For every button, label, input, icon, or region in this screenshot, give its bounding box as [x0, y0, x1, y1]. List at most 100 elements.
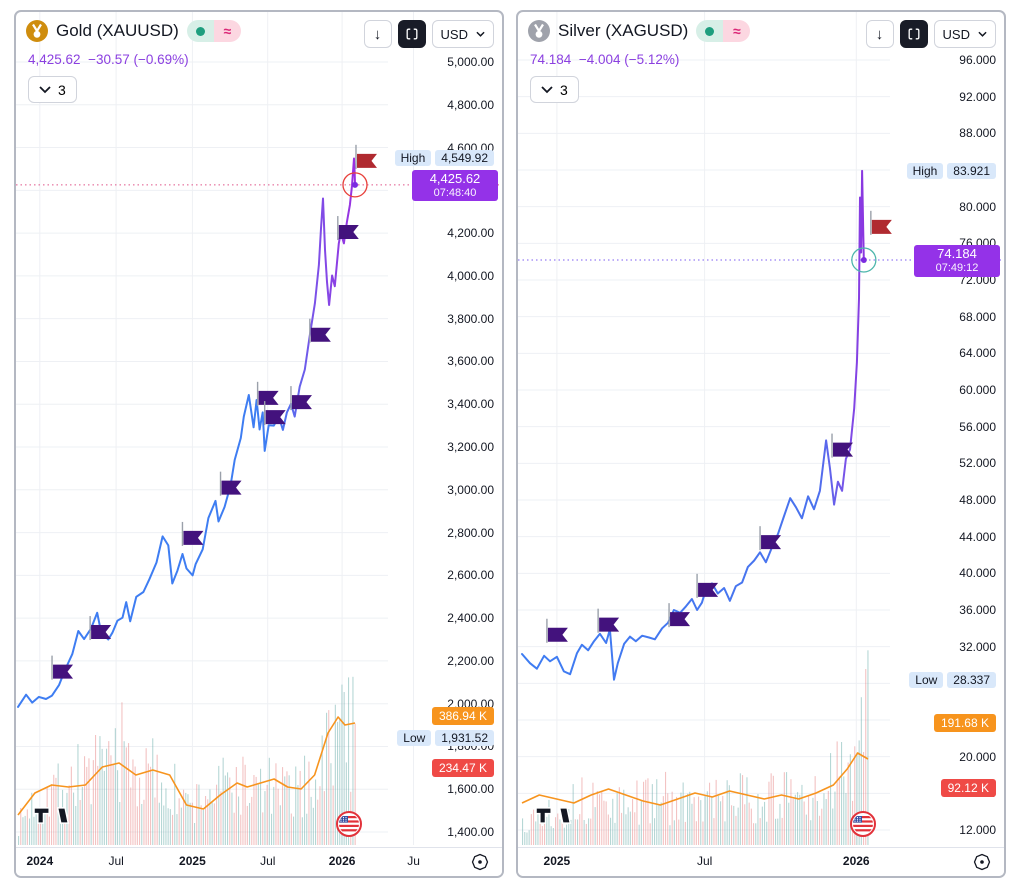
price-tick-label: 3,600.00 — [447, 354, 494, 369]
price-tick-label: 88.000 — [959, 126, 996, 141]
price-tick-label: 32.000 — [959, 639, 996, 654]
currency-value: USD — [942, 26, 970, 42]
tradingview-logo — [32, 806, 74, 830]
gold-time-axis[interactable]: 2024 Jul 2025 Jul 2026 Ju — [16, 847, 502, 876]
time-tick-label: 2025 — [543, 854, 571, 868]
gold-medal-icon — [26, 20, 48, 42]
silver-header: Silver (XAGUSD) ≈ — [528, 20, 751, 42]
download-button[interactable]: ↓ — [363, 20, 392, 48]
layers-count: 3 — [58, 81, 66, 98]
volume-badge: 191.68 K — [933, 714, 996, 732]
us-flag-icon[interactable] — [850, 811, 876, 842]
high-label: High 83.921 — [906, 162, 996, 179]
download-button[interactable]: ↓ — [865, 20, 894, 48]
tradingview-logo — [534, 806, 576, 830]
approx-icon: ≈ — [223, 23, 232, 39]
time-tick-label: Jul — [696, 854, 713, 868]
last-price: 74.184 — [530, 52, 572, 67]
approx-icon: ≈ — [733, 23, 741, 39]
gold-header-buttons: ↓ USD — [363, 20, 494, 48]
price-tick-label: 5,000.00 — [447, 55, 494, 69]
price-tick-label: 68.000 — [959, 309, 996, 324]
price-tick-label: 40.000 — [959, 566, 996, 581]
gold-header: Gold (XAUUSD) ≈ — [26, 20, 241, 42]
price-tick-label: 1,400.00 — [447, 825, 494, 840]
price-tick-label: 12.000 — [959, 823, 996, 837]
low-label: Low 1,931.52 — [397, 730, 494, 747]
price-tick-label: 2,600.00 — [447, 568, 494, 583]
volume-badge: 92.12 K — [940, 779, 996, 797]
price-tick-label: 3,400.00 — [447, 397, 494, 412]
price-tick-label: 96.000 — [959, 53, 996, 67]
time-tick-label: Jul — [108, 854, 124, 868]
gold-price-row: 4,425.62 −30.57 (−0.69%) — [28, 52, 189, 67]
time-tick-label: 2025 — [179, 854, 206, 868]
price-tick-label: 4,800.00 — [447, 97, 494, 112]
silver-time-axis[interactable]: 2025 Jul 2026 — [518, 847, 1004, 876]
price-tick-label: 4,000.00 — [447, 268, 494, 283]
time-tick-label: Ju — [407, 854, 420, 868]
chevron-down-icon — [541, 85, 553, 93]
price-change: −4.004 (−5.12%) — [578, 52, 680, 67]
green-status-dot — [195, 26, 205, 36]
volume-badge: 386.94 K — [431, 707, 494, 725]
price-tick-label: 44.000 — [959, 529, 996, 544]
currency-dropdown[interactable]: USD — [431, 20, 494, 48]
price-tick-label: 2,400.00 — [447, 611, 494, 626]
time-tick-label: 2026 — [842, 854, 870, 868]
chart-panel-silver: 12.00016.00020.00024.00028.00032.00036.0… — [516, 10, 1006, 878]
currency-value: USD — [440, 26, 468, 42]
last-price-badge: 74.184 07:49:12 — [914, 244, 1000, 277]
silver-symbol-title[interactable]: Silver (XAGUSD) — [558, 21, 689, 40]
status-pill[interactable]: ≈ — [186, 20, 241, 42]
silver-plot-area[interactable] — [518, 12, 1004, 848]
price-tick-label: 2,200.00 — [447, 653, 494, 668]
layers-count: 3 — [560, 81, 568, 98]
fullscreen-icon — [908, 28, 920, 40]
price-tick-label: 1,600.00 — [447, 782, 494, 797]
fullscreen-button[interactable] — [397, 20, 426, 48]
last-price-badge: 4,425.62 07:48:40 — [412, 169, 498, 202]
us-flag-icon[interactable] — [336, 811, 362, 842]
price-tick-label: 60.000 — [959, 383, 996, 397]
price-tick-label: 4,200.00 — [447, 226, 494, 241]
silver-price-row: 74.184 −4.004 (−5.12%) — [530, 52, 679, 67]
status-pill[interactable]: ≈ — [696, 20, 751, 42]
gold-price-axis[interactable]: 1,400.00 1,600.00 1,800.00 2,000.00 2,200.00… — [384, 12, 502, 848]
time-tick-label: Jul — [260, 854, 276, 868]
price-tick-label: 3,000.00 — [447, 482, 494, 497]
last-price: 4,425.62 — [28, 52, 81, 67]
chevron-down-icon — [39, 85, 51, 93]
silver-header-buttons: ↓ USD — [865, 20, 996, 48]
time-tick-label: 2026 — [328, 854, 356, 868]
layers-dropdown[interactable]: 3 — [530, 76, 579, 103]
price-tick-label: 36.000 — [959, 603, 996, 617]
layers-dropdown[interactable]: 3 — [28, 76, 77, 103]
volume-badge: 234.47 K — [431, 759, 494, 777]
price-tick-label: 20.000 — [959, 749, 996, 764]
silver-price-axis[interactable]: 12.00016.00020.00024.00028.00032.00036.0… — [886, 12, 1004, 848]
fullscreen-icon — [406, 28, 418, 40]
currency-dropdown[interactable]: USD — [933, 20, 996, 48]
price-tick-label: 64.000 — [959, 346, 996, 361]
low-label: Low 28.337 — [909, 672, 996, 689]
fullscreen-button[interactable] — [899, 20, 928, 48]
price-tick-label: 92.000 — [959, 89, 996, 104]
chevron-down-icon — [476, 31, 485, 37]
price-tick-label: 48.000 — [959, 493, 996, 507]
gold-symbol-title[interactable]: Gold (XAUUSD) — [56, 21, 179, 40]
time-tick-label: 2024 — [26, 854, 54, 868]
chevron-down-icon — [978, 31, 987, 37]
price-tick-label: 2,800.00 — [447, 525, 494, 540]
gear-icon[interactable] — [972, 852, 992, 872]
price-tick-label: 3,200.00 — [447, 440, 494, 455]
high-label: High 4,549.92 — [394, 150, 494, 167]
gold-plot-area[interactable] — [16, 12, 502, 848]
price-tick-label: 56.000 — [959, 419, 996, 434]
gear-icon[interactable] — [470, 852, 490, 872]
price-tick-label: 3,800.00 — [447, 311, 494, 326]
chart-panel-gold: 1,400.00 1,600.00 1,800.00 2,000.00 2,200.00… — [14, 10, 504, 878]
green-status-dot — [705, 26, 715, 36]
price-tick-label: 52.000 — [959, 456, 996, 471]
silver-medal-icon — [528, 20, 550, 42]
